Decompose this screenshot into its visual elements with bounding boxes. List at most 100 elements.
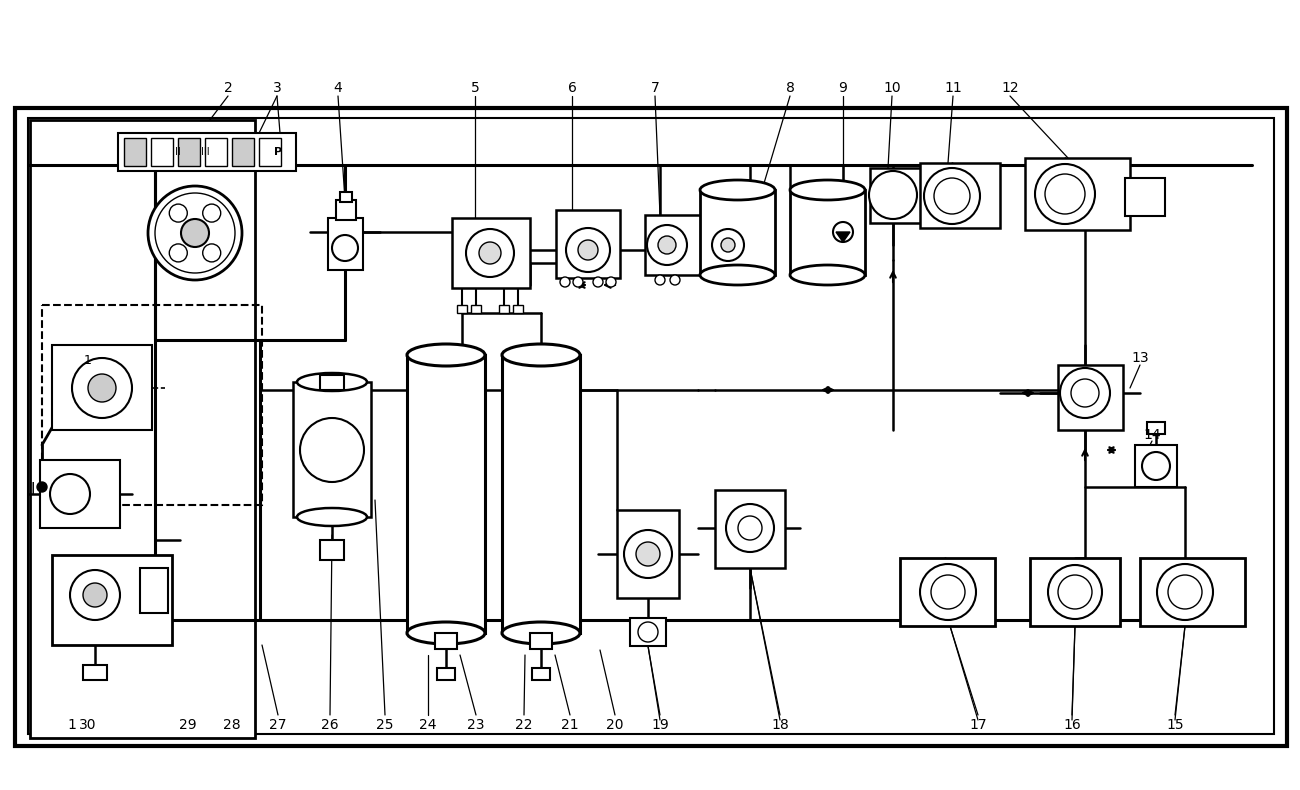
Ellipse shape <box>502 622 580 644</box>
Bar <box>514 305 523 313</box>
Bar <box>1030 558 1121 626</box>
Circle shape <box>169 244 187 262</box>
Circle shape <box>465 229 514 277</box>
Circle shape <box>833 222 853 242</box>
Bar <box>40 460 120 528</box>
Circle shape <box>36 482 47 492</box>
Bar <box>556 210 620 278</box>
Text: 24: 24 <box>419 718 437 732</box>
Text: 13: 13 <box>1131 351 1149 365</box>
Circle shape <box>1141 452 1170 480</box>
Text: 21: 21 <box>562 718 578 732</box>
Bar <box>699 190 775 275</box>
Bar <box>320 375 345 390</box>
Bar <box>452 218 530 288</box>
Text: 5: 5 <box>471 81 480 95</box>
Bar <box>645 215 705 275</box>
Bar <box>499 305 510 313</box>
Text: 9: 9 <box>838 81 848 95</box>
Bar <box>870 168 935 223</box>
Bar <box>1140 558 1245 626</box>
Bar <box>124 138 146 166</box>
Bar <box>178 138 200 166</box>
Circle shape <box>478 242 500 264</box>
Text: 11: 11 <box>944 81 962 95</box>
Bar <box>437 668 455 680</box>
Bar <box>1135 445 1177 487</box>
Bar <box>458 305 467 313</box>
Bar <box>630 618 666 646</box>
Circle shape <box>636 542 660 566</box>
Circle shape <box>722 238 734 252</box>
Circle shape <box>148 186 242 280</box>
Bar <box>920 163 1000 228</box>
Circle shape <box>931 575 965 609</box>
Text: 30: 30 <box>79 718 96 732</box>
Text: 14: 14 <box>1143 428 1161 442</box>
Ellipse shape <box>699 265 775 285</box>
Bar <box>335 200 356 220</box>
Text: 28: 28 <box>224 718 240 732</box>
Circle shape <box>49 474 90 514</box>
Bar <box>502 355 580 633</box>
Text: 15: 15 <box>1166 718 1184 732</box>
Bar <box>205 138 228 166</box>
Circle shape <box>181 219 209 247</box>
Circle shape <box>300 418 364 482</box>
Bar <box>140 568 168 613</box>
Polygon shape <box>836 232 850 242</box>
Bar <box>1058 365 1123 430</box>
Circle shape <box>712 229 744 261</box>
Bar <box>259 138 281 166</box>
Circle shape <box>924 168 980 224</box>
Bar <box>30 120 255 738</box>
Ellipse shape <box>296 508 367 526</box>
Ellipse shape <box>407 344 485 366</box>
Bar <box>900 558 994 626</box>
Circle shape <box>647 225 686 265</box>
Bar <box>118 133 296 171</box>
Bar <box>705 215 750 275</box>
Circle shape <box>1035 164 1095 224</box>
Circle shape <box>573 277 582 287</box>
Text: 8: 8 <box>785 81 794 95</box>
Circle shape <box>1045 174 1086 214</box>
Bar <box>52 345 152 430</box>
Circle shape <box>578 240 598 260</box>
Circle shape <box>1060 368 1110 418</box>
Circle shape <box>624 530 672 578</box>
Bar <box>29 118 1274 734</box>
Circle shape <box>868 171 916 219</box>
Bar <box>341 192 352 202</box>
Circle shape <box>72 358 133 418</box>
Circle shape <box>155 193 235 273</box>
Bar <box>328 218 363 270</box>
Text: 16: 16 <box>1063 718 1080 732</box>
Text: 7: 7 <box>650 81 659 95</box>
Text: 23: 23 <box>467 718 485 732</box>
Bar <box>320 540 345 560</box>
Circle shape <box>203 204 221 222</box>
Text: 1: 1 <box>84 353 92 367</box>
Text: 20: 20 <box>606 718 624 732</box>
Text: III: III <box>200 147 209 157</box>
Text: II: II <box>176 147 181 157</box>
Text: 1: 1 <box>68 718 77 732</box>
Bar <box>151 138 173 166</box>
Bar <box>407 355 485 633</box>
Circle shape <box>658 236 676 254</box>
Bar <box>715 490 785 568</box>
Text: 19: 19 <box>651 718 670 732</box>
Circle shape <box>203 244 221 262</box>
Circle shape <box>332 235 358 261</box>
Ellipse shape <box>790 180 864 200</box>
Ellipse shape <box>407 622 485 644</box>
Circle shape <box>1048 565 1102 619</box>
Text: 22: 22 <box>515 718 533 732</box>
Text: 17: 17 <box>970 718 987 732</box>
Circle shape <box>1167 575 1203 609</box>
Bar <box>436 633 458 649</box>
Bar <box>292 382 370 517</box>
Text: 29: 29 <box>179 718 196 732</box>
Circle shape <box>1157 564 1213 620</box>
